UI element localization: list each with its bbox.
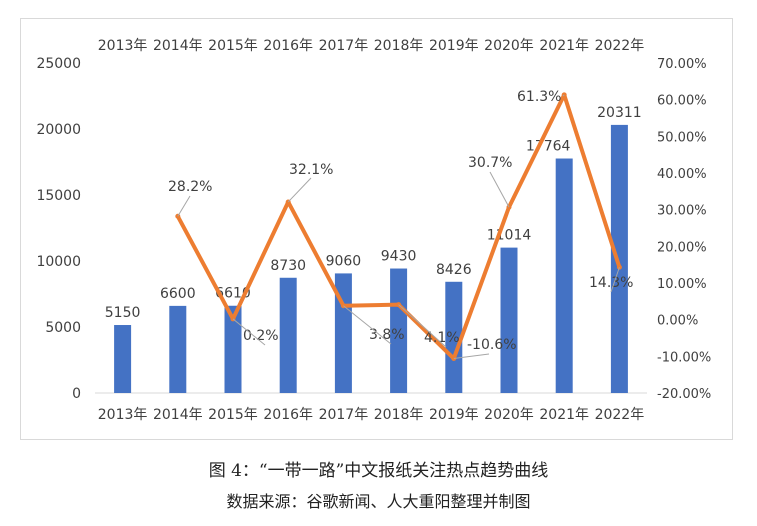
y-left-tick-label: 0: [72, 386, 81, 402]
x-tick-label-top: 2015年: [208, 38, 258, 54]
line-data-label: 3.8%: [369, 327, 405, 343]
x-tick-label-top: 2013年: [98, 38, 148, 54]
bar-data-label: 6600: [160, 286, 196, 302]
y-left-tick-label: 25000: [36, 56, 81, 72]
y-right-tick-label: 70.00%: [657, 57, 707, 72]
x-tick-label-bottom: 2020年: [484, 407, 534, 423]
y-right-tick-label: 50.00%: [657, 130, 707, 145]
line-data-label: 4.1%: [424, 330, 460, 346]
line-data-label: 0.2%: [243, 328, 279, 344]
data-label-leader: [489, 171, 510, 208]
x-tick-label-top: 2017年: [319, 38, 369, 54]
x-tick-label-bottom: 2019年: [429, 407, 479, 423]
x-tick-label-bottom: 2013年: [98, 407, 148, 423]
bar: [500, 247, 518, 393]
line-data-label: 61.3%: [517, 89, 561, 105]
y-left-tick-label: 15000: [36, 188, 81, 204]
line-data-label: -10.6%: [467, 337, 517, 353]
bar-data-label: 17764: [526, 139, 571, 155]
x-tick-label-top: 2016年: [263, 38, 313, 54]
bar: [169, 305, 187, 393]
line-data-label: 32.1%: [289, 162, 333, 178]
data-label-leader: [610, 267, 620, 293]
bar: [114, 325, 132, 393]
bar-data-label: 11014: [487, 228, 532, 244]
x-tick-label-top: 2021年: [539, 38, 589, 54]
y-left-tick-label: 10000: [36, 254, 81, 270]
bar-data-label: 20311: [597, 105, 642, 121]
x-tick-label-top: 2022年: [595, 38, 645, 54]
data-source-note: 数据来源：谷歌新闻、人大重阳整理并制图: [226, 492, 531, 511]
line-data-label: 28.2%: [168, 179, 212, 195]
y-left-tick-label: 20000: [36, 122, 81, 138]
bar-data-label: 5150: [105, 305, 141, 321]
y-right-tick-label: 20.00%: [657, 240, 707, 255]
data-label-leader: [232, 318, 266, 346]
bar-data-label: 8426: [436, 262, 472, 278]
y-right-tick-label: -20.00%: [657, 387, 711, 402]
x-tick-label-bottom: 2016年: [263, 407, 313, 423]
x-tick-label-top: 2019年: [429, 38, 479, 54]
y-right-tick-label: 0.00%: [657, 314, 698, 329]
data-label-leader: [453, 353, 490, 360]
bar: [334, 273, 352, 393]
bar: [390, 268, 408, 393]
combo-chart: 0 5000 10000 15000 20000 25000 -20.00% -10.00% 0…: [36, 38, 711, 423]
bar: [555, 158, 573, 393]
bar: [445, 281, 463, 393]
bar: [610, 124, 628, 393]
y-right-tick-label: 30.00%: [657, 204, 707, 219]
y-right-tick-label: 60.00%: [657, 94, 707, 109]
data-label-leader: [562, 94, 565, 97]
y-right-tick-label: 10.00%: [657, 277, 707, 292]
y-right-tick-label: -10.00%: [657, 350, 711, 365]
bar: [279, 277, 297, 393]
x-tick-label-bottom: 2015年: [208, 407, 258, 423]
data-label-leader: [177, 195, 191, 217]
x-tick-label-bottom: 2017年: [319, 407, 369, 423]
data-label-leader: [343, 305, 392, 345]
x-tick-label-top: 2018年: [374, 38, 424, 54]
x-tick-label-bottom: 2014年: [153, 407, 203, 423]
bar-data-label: 9060: [326, 253, 362, 269]
data-label-leader: [287, 177, 312, 203]
x-tick-label-top: 2014年: [153, 38, 203, 54]
bar-data-label: 9430: [381, 249, 417, 265]
data-label-leader: [398, 304, 447, 348]
line-data-label: 30.7%: [468, 155, 512, 171]
x-tick-label-bottom: 2021年: [539, 407, 589, 423]
bar: [224, 305, 242, 393]
figure-caption: 图 4：“一带一路”中文报纸关注热点趋势曲线: [208, 461, 549, 481]
bar-data-label: 8730: [270, 258, 306, 274]
x-tick-label-top: 2020年: [484, 38, 534, 54]
chart-frame: 0 5000 10000 15000 20000 25000 -20.00% -10.00% 0…: [20, 18, 733, 440]
y-left-tick-label: 5000: [45, 320, 81, 336]
y-right-tick-label: 40.00%: [657, 167, 707, 182]
line-data-label: 14.3%: [589, 275, 633, 291]
x-tick-label-bottom: 2022年: [595, 407, 645, 423]
x-tick-label-bottom: 2018年: [374, 407, 424, 423]
